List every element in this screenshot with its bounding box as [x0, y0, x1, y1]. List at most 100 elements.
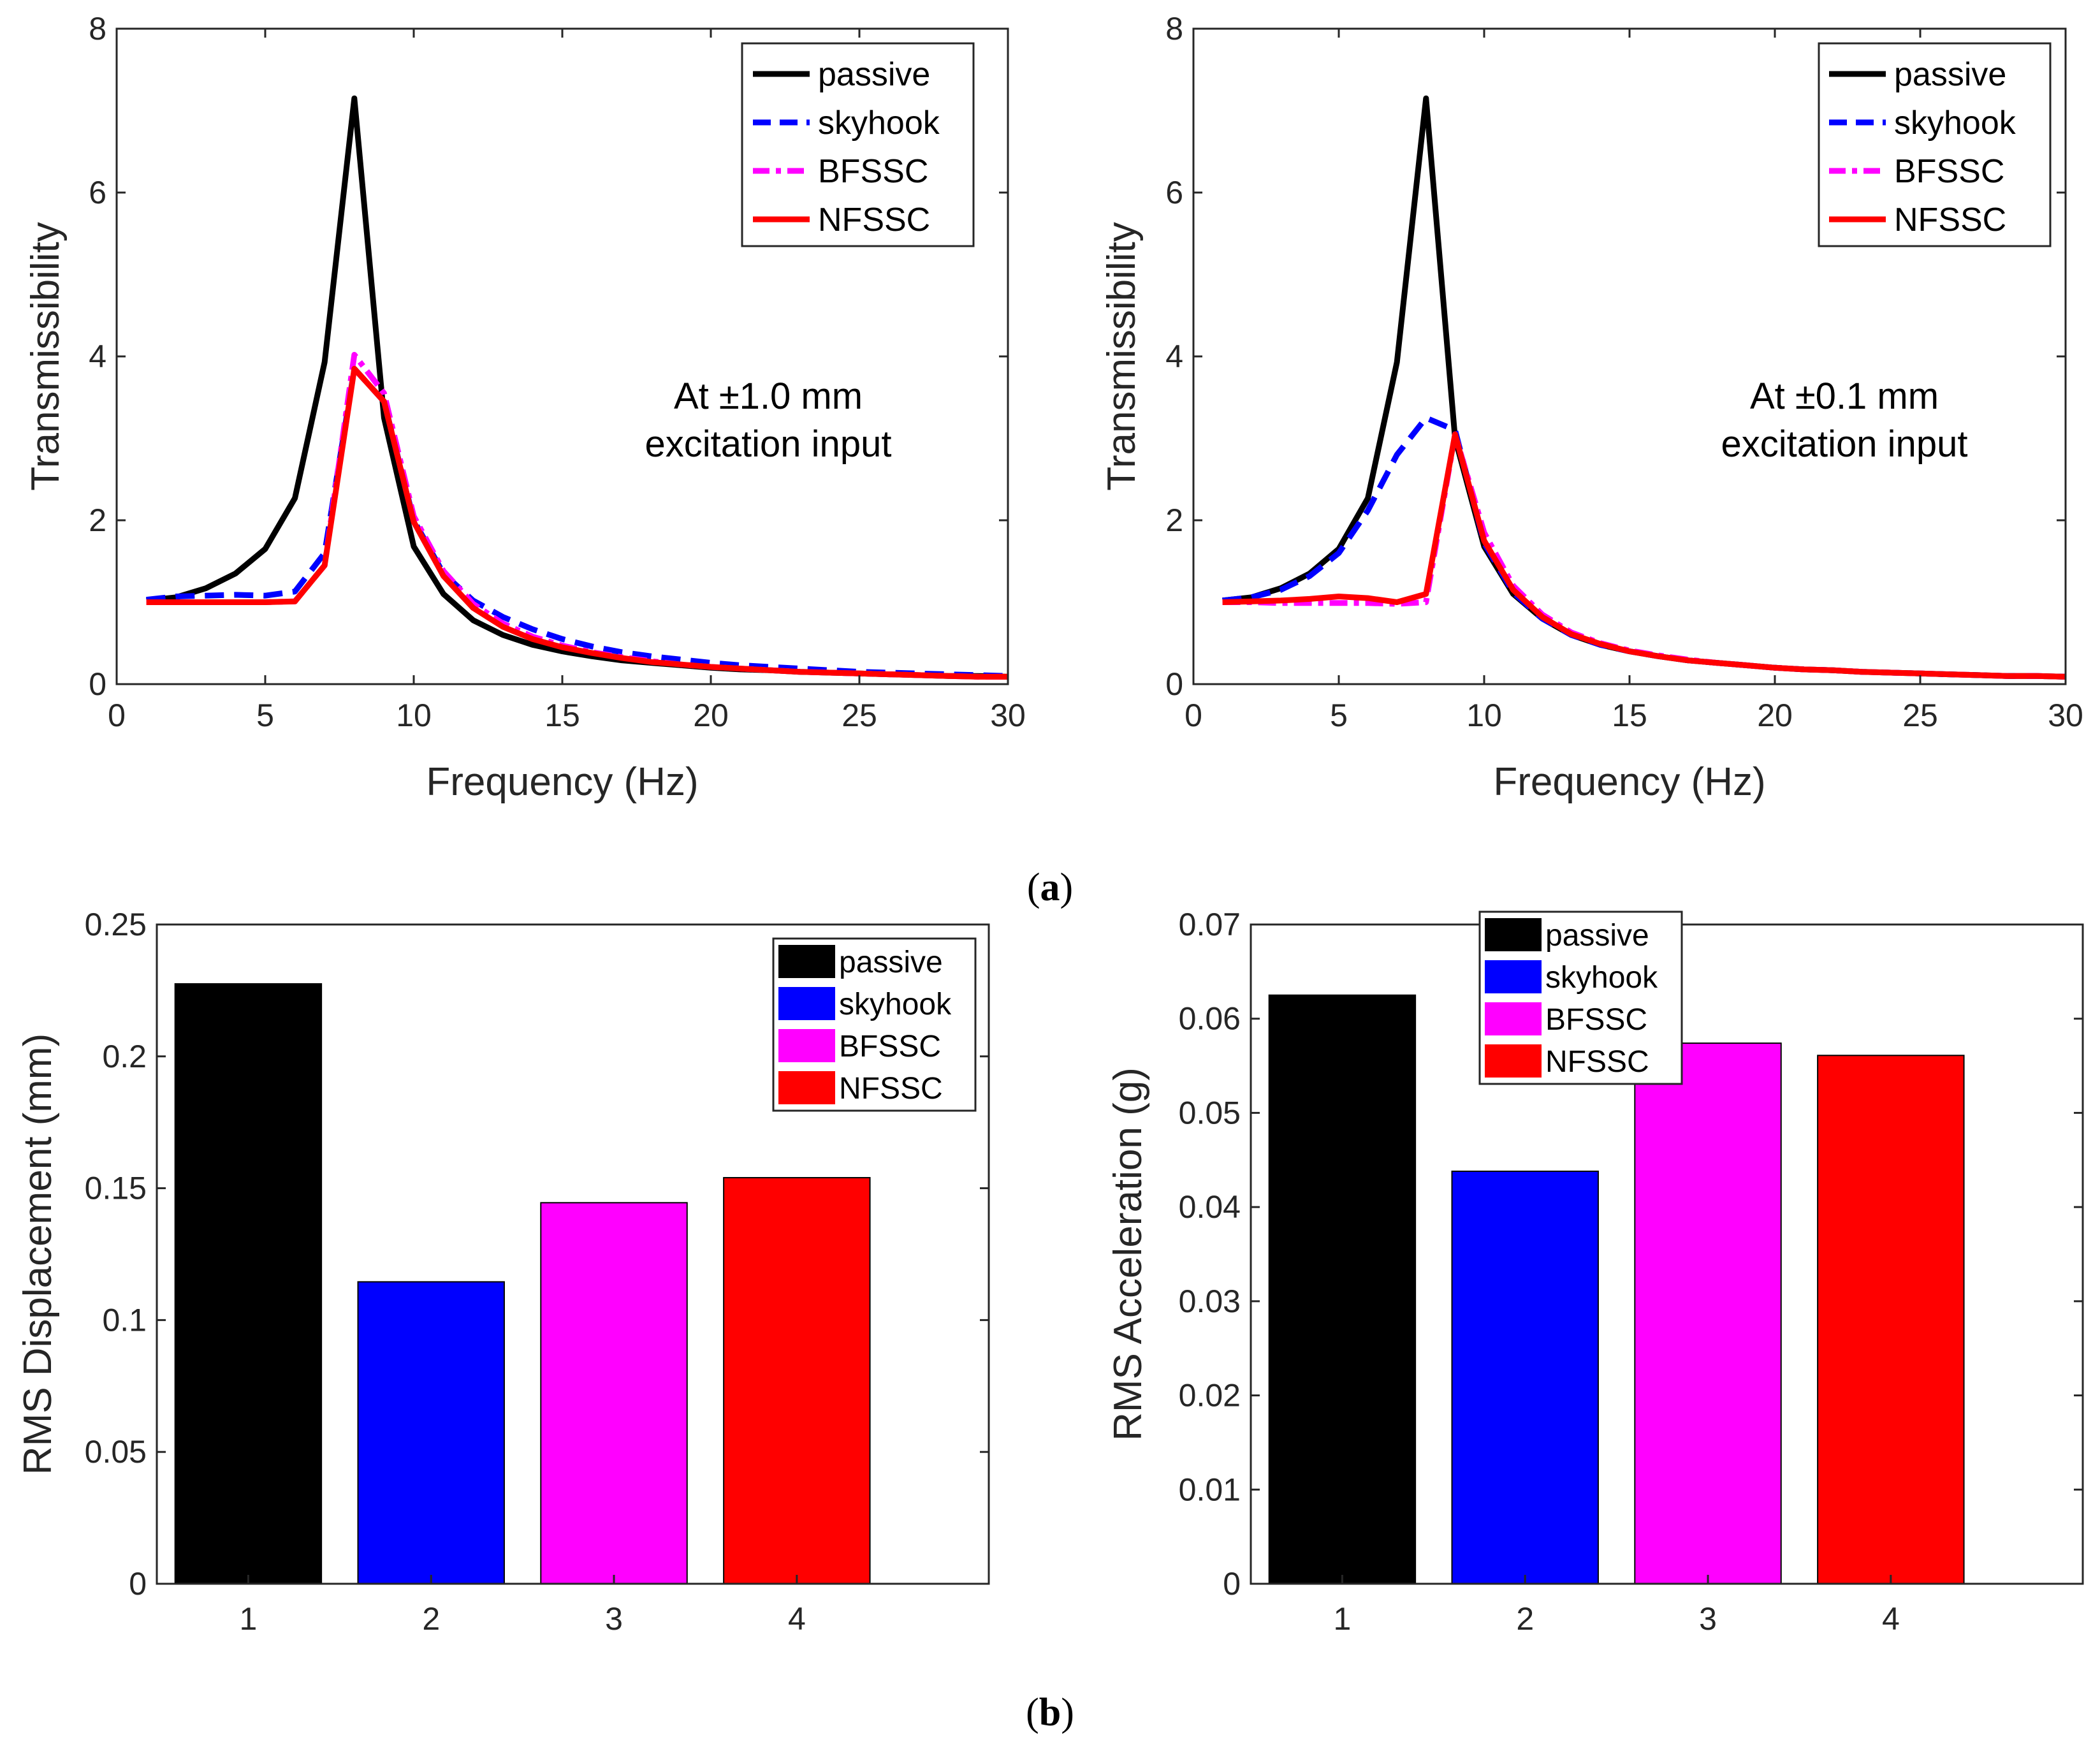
y-tick-label: 0	[129, 1566, 147, 1602]
x-tick-label: 10	[1466, 698, 1502, 733]
x-tick-label: 4	[1882, 1601, 1900, 1637]
y-axis-label: RMS Acceleration (g)	[1106, 1067, 1150, 1441]
legend-label-passive: passive	[839, 946, 943, 979]
x-tick-label: 25	[1902, 698, 1938, 733]
x-tick-label: 1	[1334, 1601, 1352, 1637]
bar-2	[1451, 1171, 1599, 1585]
x-tick-label: 2	[1516, 1601, 1534, 1637]
bar-3	[1634, 1042, 1782, 1584]
annotation-line-2: excitation input	[645, 423, 892, 465]
y-axis-label: Transmissibility	[1100, 222, 1144, 490]
y-tick-label: 0	[89, 666, 106, 702]
y-tick-label: 0.1	[102, 1302, 147, 1338]
legend-label-nfssc: NFSSC	[818, 201, 930, 238]
legend-label-skyhook: skyhook	[1894, 105, 2016, 142]
legend-swatch-skyhook	[778, 987, 835, 1020]
annotation-line-2: excitation input	[1721, 423, 1968, 465]
x-tick-label: 5	[1330, 698, 1348, 733]
legend: passive skyhook BFSSC NFSSC	[1478, 910, 1683, 1085]
series-line-nfssc	[1222, 431, 2066, 680]
x-tick-label: 20	[693, 698, 729, 733]
series-line-nfssc	[146, 365, 1008, 680]
caption-a: (a)	[1027, 866, 1073, 909]
legend-box	[1818, 42, 2052, 247]
y-tick-label: 0.04	[1179, 1189, 1241, 1225]
y-tick-label: 4	[89, 339, 106, 374]
bar-2	[357, 1281, 505, 1584]
x-tick-label: 5	[256, 698, 274, 733]
y-tick-label: 0	[1223, 1566, 1241, 1602]
y-tick-label: 8	[89, 11, 106, 47]
y-tick-label: 8	[1165, 11, 1183, 47]
legend-label-skyhook: skyhook	[818, 105, 940, 142]
legend-label-bfssc: BFSSC	[839, 1030, 941, 1064]
x-tick-label: 30	[990, 698, 1026, 733]
bar-3	[540, 1202, 688, 1584]
y-tick-label: 0.15	[85, 1171, 147, 1206]
x-tick-label: 20	[1757, 698, 1793, 733]
caption-a-letter: a	[1040, 866, 1060, 909]
legend-swatch-nfssc	[1485, 1044, 1542, 1078]
legend-label-passive: passive	[1545, 919, 1649, 953]
bar-1	[174, 983, 323, 1585]
x-tick-label: 0	[108, 698, 126, 733]
chart-bar-group	[1268, 994, 1965, 1585]
series-line-bfssc	[146, 351, 1008, 680]
bar-4	[1817, 1055, 1965, 1584]
y-axis-label: RMS Displacement (mm)	[16, 1034, 60, 1475]
y-tick-label: 0.06	[1179, 1001, 1241, 1037]
legend-swatch-nfssc	[778, 1071, 835, 1104]
legend: passive skyhook BFSSC NFSSC	[1818, 42, 2052, 247]
series-line-bfssc	[1222, 431, 2066, 680]
bar-4	[723, 1177, 871, 1584]
y-tick-label: 4	[1165, 339, 1183, 374]
annotation-line-1: At ±0.1 mm	[1750, 376, 1939, 417]
legend-swatch-passive	[1485, 918, 1542, 951]
chart-rms-displacement: 0 0.05 0.1 0.15 0.2 0.25 1 2 3 4 RMS Displacemen…	[16, 907, 990, 1637]
chart-series-group	[1222, 95, 2066, 680]
chart-transmissibility-1mm: 0 2 4 6 8 0 5 10 15 20 25 30 Frequency (Hz) Transm…	[24, 11, 1026, 804]
x-tick-label: 1	[240, 1601, 258, 1637]
x-tick-label: 15	[544, 698, 580, 733]
legend-swatch-bfssc	[778, 1029, 835, 1062]
x-tick-label: 4	[788, 1601, 806, 1637]
y-tick-label: 0.03	[1179, 1283, 1241, 1319]
legend-label-bfssc: BFSSC	[818, 153, 928, 190]
annotation-line-1: At ±1.0 mm	[674, 376, 863, 417]
legend-swatch-skyhook	[1485, 960, 1542, 993]
caption-a-open: (	[1027, 866, 1040, 909]
y-axis-label: Transmissibility	[24, 222, 68, 490]
legend: passive skyhook BFSSC NFSSC	[741, 42, 975, 247]
y-tick-label: 0	[1165, 666, 1183, 702]
legend-label-skyhook: skyhook	[1545, 961, 1658, 995]
y-tick-label: 0.05	[85, 1434, 147, 1470]
x-axis-label: Frequency (Hz)	[426, 760, 698, 804]
y-tick-label: 0.25	[85, 907, 147, 942]
y-tick-label: 0.2	[102, 1039, 147, 1074]
bar-1	[1268, 994, 1417, 1585]
x-tick-label: 3	[605, 1601, 623, 1637]
x-tick-label: 0	[1185, 698, 1202, 733]
y-tick-label: 0.02	[1179, 1378, 1241, 1414]
x-tick-label: 3	[1699, 1601, 1717, 1637]
legend-label-bfssc: BFSSC	[1545, 1003, 1647, 1037]
y-tick-label: 2	[89, 502, 106, 538]
legend-label-passive: passive	[818, 56, 930, 93]
y-tick-label: 0.05	[1179, 1095, 1241, 1130]
plot-frame	[156, 923, 990, 1585]
legend-box	[741, 42, 975, 247]
caption-a-close: )	[1060, 866, 1074, 909]
legend: passive skyhook BFSSC NFSSC	[772, 937, 977, 1112]
x-tick-label: 30	[2048, 698, 2083, 733]
legend-label-bfssc: BFSSC	[1894, 153, 2004, 190]
y-tick-label: 0.01	[1179, 1472, 1241, 1507]
legend-label-passive: passive	[1894, 56, 2006, 93]
legend-label-skyhook: skyhook	[839, 988, 952, 1021]
y-tick-label: 0.07	[1179, 907, 1241, 942]
legend-label-nfssc: NFSSC	[1545, 1045, 1649, 1079]
caption-b: (b)	[1026, 1691, 1074, 1734]
x-tick-label: 25	[842, 698, 877, 733]
caption-b-letter: b	[1039, 1691, 1061, 1734]
caption-b-close: )	[1061, 1691, 1074, 1734]
